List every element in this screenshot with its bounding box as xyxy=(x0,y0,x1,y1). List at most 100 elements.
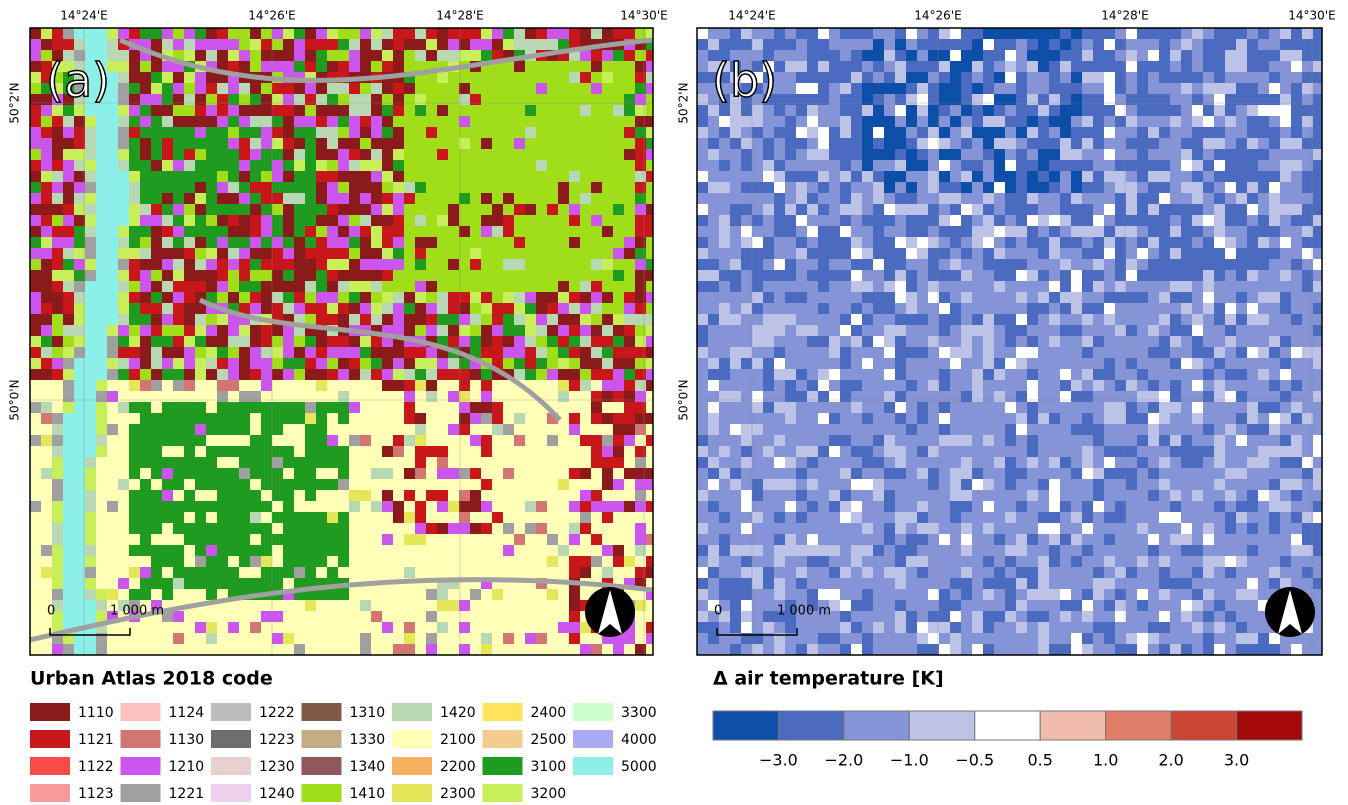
land-parcel xyxy=(569,589,581,601)
land-parcel xyxy=(184,314,196,326)
land-parcel xyxy=(338,270,350,282)
temperature-cell xyxy=(708,149,720,161)
temperature-cell xyxy=(1181,105,1193,117)
temperature-cell xyxy=(1258,72,1270,84)
land-parcel xyxy=(536,501,548,513)
temperature-cell xyxy=(1049,72,1061,84)
land-parcel xyxy=(349,39,361,51)
temperature-cell xyxy=(939,28,951,40)
land-parcel xyxy=(635,127,647,139)
land-parcel xyxy=(30,490,42,502)
temperature-cell xyxy=(1192,314,1204,326)
land-parcel xyxy=(371,391,383,403)
temperature-cell xyxy=(1093,314,1105,326)
temperature-cell xyxy=(1170,325,1182,337)
land-parcel xyxy=(635,292,647,304)
land-parcel xyxy=(558,28,570,40)
temperature-cell xyxy=(1236,314,1248,326)
land-parcel xyxy=(503,589,515,601)
land-parcel xyxy=(547,512,559,524)
temperature-cell xyxy=(697,193,709,205)
land-parcel xyxy=(283,182,295,194)
land-parcel xyxy=(162,633,174,645)
land-parcel xyxy=(327,314,339,326)
temperature-cell xyxy=(1049,138,1061,150)
temperature-cell xyxy=(983,314,995,326)
temperature-cell xyxy=(1170,138,1182,150)
temperature-cell xyxy=(1159,149,1171,161)
land-parcel xyxy=(393,292,405,304)
land-parcel xyxy=(250,61,262,73)
temperature-cell xyxy=(1082,160,1094,172)
land-parcel xyxy=(228,171,240,183)
land-parcel xyxy=(129,28,141,40)
land-parcel xyxy=(272,116,284,128)
land-parcel xyxy=(536,336,548,348)
land-parcel xyxy=(437,226,449,238)
temperature-cell xyxy=(1027,61,1039,73)
land-parcel xyxy=(613,138,625,150)
map-b xyxy=(697,28,1325,656)
land-parcel xyxy=(470,490,482,502)
temperature-cell xyxy=(818,336,830,348)
temperature-cell xyxy=(719,314,731,326)
land-parcel xyxy=(481,369,493,381)
temperature-cell xyxy=(1060,138,1072,150)
land-parcel xyxy=(624,435,636,447)
temperature-cell xyxy=(1104,127,1116,139)
land-parcel xyxy=(448,457,460,469)
land-parcel xyxy=(294,171,306,183)
land-parcel xyxy=(63,369,75,381)
land-parcel xyxy=(404,325,416,337)
temperature-cell xyxy=(1093,226,1105,238)
temperature-cell xyxy=(961,171,973,183)
temperature-cell xyxy=(1214,237,1226,249)
land-parcel xyxy=(360,600,372,612)
land-parcel xyxy=(448,501,460,513)
land-parcel xyxy=(30,468,42,480)
land-parcel xyxy=(613,215,625,227)
temperature-cell xyxy=(796,94,808,106)
temperature-cell xyxy=(873,138,885,150)
land-parcel xyxy=(338,567,350,579)
temperature-cell xyxy=(972,160,984,172)
temperature-cell xyxy=(1126,39,1138,51)
temperature-cell xyxy=(1082,94,1094,106)
land-parcel xyxy=(272,292,284,304)
land-parcel xyxy=(261,523,273,535)
land-parcel xyxy=(558,644,570,656)
land-parcel xyxy=(459,446,471,458)
land-parcel xyxy=(437,633,449,645)
temperature-cell xyxy=(1214,303,1226,315)
temperature-cell xyxy=(884,303,896,315)
land-parcel xyxy=(404,61,416,73)
temperature-cell xyxy=(972,28,984,40)
land-parcel xyxy=(250,435,262,447)
temperature-cell xyxy=(1159,171,1171,183)
land-parcel xyxy=(206,633,218,645)
land-parcel xyxy=(646,303,658,315)
temperature-cell xyxy=(1236,215,1248,227)
land-parcel xyxy=(360,611,372,623)
temperature-cell xyxy=(862,149,874,161)
temperature-cell xyxy=(950,149,962,161)
temperature-cell xyxy=(1214,149,1226,161)
land-parcel xyxy=(305,138,317,150)
temperature-cell xyxy=(1313,248,1325,260)
land-parcel xyxy=(646,237,658,249)
temperature-cell xyxy=(939,204,951,216)
temperature-cell xyxy=(994,72,1006,84)
temperature-cell xyxy=(950,336,962,348)
land-parcel xyxy=(613,413,625,425)
land-parcel xyxy=(349,369,361,381)
land-parcel xyxy=(514,468,526,480)
temperature-cell xyxy=(884,149,896,161)
temperature-cell xyxy=(1082,182,1094,194)
land-parcel xyxy=(316,435,328,447)
temperature-cell xyxy=(950,94,962,106)
temperature-cell xyxy=(1005,193,1017,205)
land-parcel xyxy=(294,457,306,469)
land-parcel xyxy=(492,622,504,634)
temperature-cell xyxy=(895,182,907,194)
temperature-cell xyxy=(1170,182,1182,194)
